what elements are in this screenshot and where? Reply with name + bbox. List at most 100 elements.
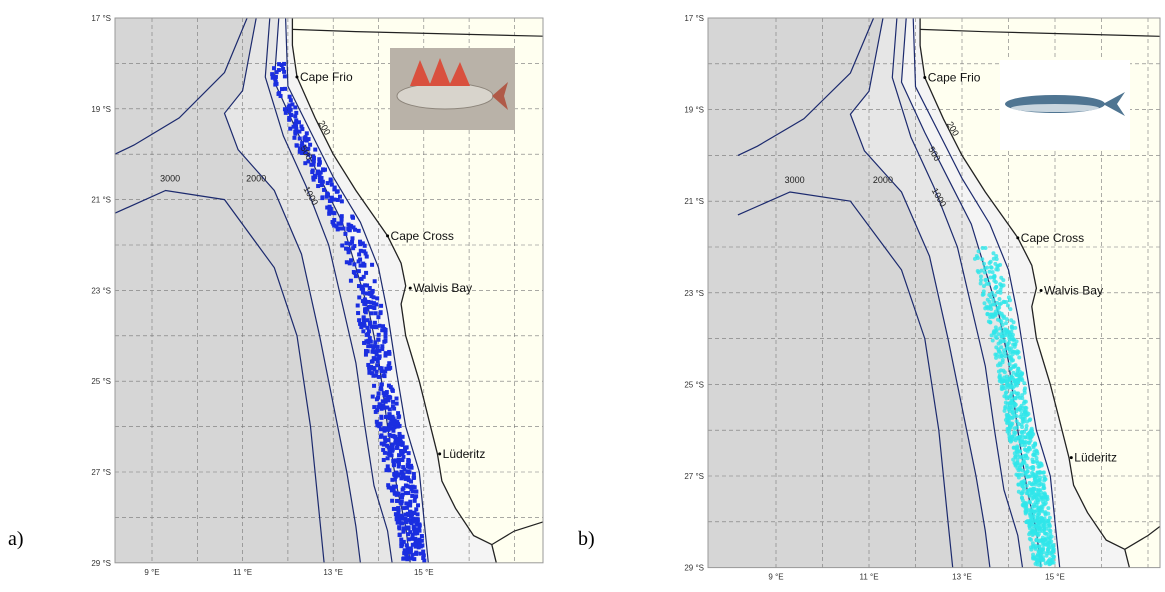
catch-point xyxy=(366,332,370,336)
catch-point xyxy=(1009,366,1013,370)
catch-point xyxy=(372,384,376,388)
catch-point xyxy=(407,459,411,463)
catch-point xyxy=(374,374,378,378)
catch-point xyxy=(287,103,291,107)
catch-point xyxy=(313,148,317,152)
catch-point xyxy=(397,525,401,529)
catch-point xyxy=(350,215,354,219)
catch-point xyxy=(372,295,376,299)
catch-point xyxy=(983,301,987,305)
catch-point xyxy=(1013,363,1017,367)
catch-point xyxy=(388,416,392,420)
catch-point xyxy=(382,458,386,462)
catch-point xyxy=(1031,555,1035,559)
lat-tick-label: 17 °S xyxy=(684,14,704,23)
catch-point xyxy=(382,327,386,331)
catch-point xyxy=(1028,494,1032,498)
catch-point xyxy=(375,363,379,367)
catch-point xyxy=(1008,362,1012,366)
catch-point xyxy=(359,249,363,253)
catch-point xyxy=(322,188,326,192)
catch-point xyxy=(367,371,371,375)
catch-point xyxy=(316,171,320,175)
catch-point xyxy=(361,288,365,292)
catch-point xyxy=(408,502,412,506)
catch-point xyxy=(1045,532,1049,536)
catch-point xyxy=(1025,424,1029,428)
catch-point xyxy=(1033,442,1037,446)
catch-point xyxy=(365,255,369,259)
catch-point xyxy=(1043,493,1047,497)
catch-point xyxy=(1011,411,1015,415)
catch-point xyxy=(1022,481,1026,485)
catch-point xyxy=(1035,461,1039,465)
catch-point xyxy=(1031,472,1035,476)
catch-point xyxy=(987,293,991,297)
catch-point xyxy=(283,107,287,111)
catch-point xyxy=(1036,516,1040,520)
catch-point xyxy=(1007,386,1011,390)
place-name: Cape Cross xyxy=(1021,231,1084,245)
catch-point xyxy=(412,472,416,476)
catch-point xyxy=(388,433,392,437)
lat-tick-label: 29 °S xyxy=(684,564,704,573)
catch-point xyxy=(401,486,405,490)
lon-tick-label: 9 °E xyxy=(768,573,783,582)
catch-point xyxy=(1043,477,1047,481)
catch-point xyxy=(405,543,409,547)
catch-point xyxy=(1024,504,1028,508)
catch-point xyxy=(985,266,989,270)
catch-point xyxy=(326,192,330,196)
catch-point xyxy=(398,434,402,438)
lon-tick-label: 13 °E xyxy=(323,568,343,577)
catch-point xyxy=(1029,429,1033,433)
place-name: Cape Frio xyxy=(928,71,981,85)
catch-point xyxy=(989,275,993,279)
catch-point xyxy=(396,415,400,419)
catch-point xyxy=(342,227,346,231)
catch-point xyxy=(406,512,410,516)
catch-point xyxy=(1006,304,1010,308)
catch-point xyxy=(418,524,422,528)
catch-point xyxy=(1021,469,1025,473)
catch-point xyxy=(1009,440,1013,444)
place-name: Walvis Bay xyxy=(1044,284,1103,298)
catch-point xyxy=(376,345,380,349)
catch-point xyxy=(1012,437,1016,441)
catch-point xyxy=(1024,510,1028,514)
lat-tick-label: 19 °S xyxy=(684,106,704,115)
catch-point xyxy=(422,559,426,563)
catch-point xyxy=(331,220,335,224)
catch-point xyxy=(398,533,402,537)
catch-point xyxy=(1004,321,1008,325)
catch-point xyxy=(358,242,362,246)
catch-point xyxy=(345,260,349,264)
catch-point xyxy=(989,305,993,309)
catch-point xyxy=(414,494,418,498)
catch-point xyxy=(1026,456,1030,460)
catch-point xyxy=(320,196,324,200)
catch-point xyxy=(1007,295,1011,299)
catch-point xyxy=(1022,454,1026,458)
catch-point xyxy=(1031,487,1035,491)
catch-point xyxy=(379,416,383,420)
map-panel: 200500100020003000Cape FrioCape CrossWal… xyxy=(91,14,543,577)
catch-point xyxy=(340,218,344,222)
catch-point xyxy=(1025,475,1029,479)
catch-point xyxy=(1003,339,1007,343)
catch-point xyxy=(980,257,984,261)
catch-point xyxy=(281,67,285,71)
catch-point xyxy=(1031,467,1035,471)
lon-tick-label: 9 °E xyxy=(144,568,159,577)
catch-point xyxy=(329,179,333,183)
catch-point xyxy=(327,212,331,216)
catch-point xyxy=(409,546,413,550)
lat-tick-label: 17 °S xyxy=(91,14,111,23)
catch-point xyxy=(392,507,396,511)
catch-point xyxy=(283,74,287,78)
catch-point xyxy=(1041,536,1045,540)
catch-point xyxy=(334,224,338,228)
catch-point xyxy=(1002,348,1006,352)
catch-point xyxy=(357,318,361,322)
catch-point xyxy=(996,306,1000,310)
